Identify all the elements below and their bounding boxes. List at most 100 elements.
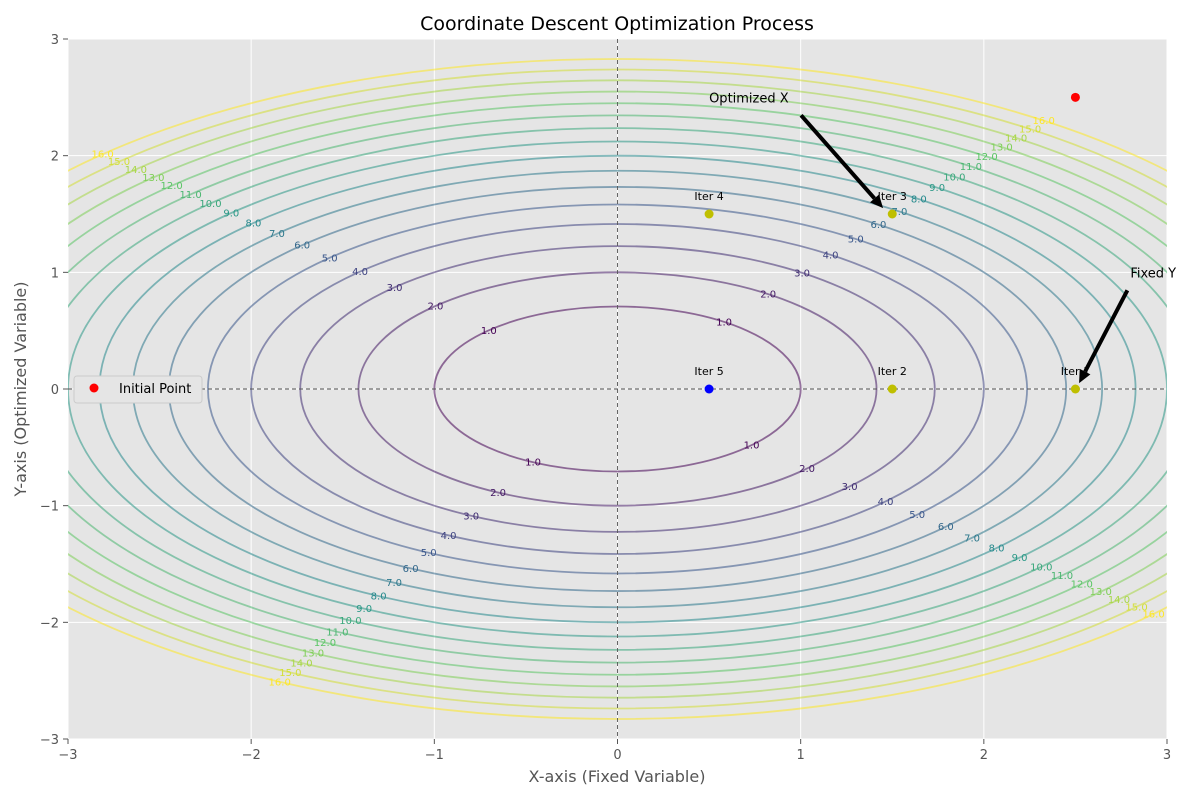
y-tick-label: 3 (51, 33, 59, 48)
contour-label: 4.0 (823, 250, 839, 261)
y-axis-label: Y-axis (Optimized Variable) (11, 281, 30, 497)
point-label: Iter 3 (878, 190, 907, 203)
point-label: Iter 5 (694, 365, 723, 378)
contour-label: 16.0 (1033, 116, 1055, 127)
contour-label: 13.0 (302, 648, 324, 659)
x-tick-label: 3 (1163, 748, 1171, 763)
contour-label: 5.0 (322, 253, 338, 264)
contour-label: 6.0 (294, 241, 310, 252)
contour-label: 2.0 (799, 464, 815, 475)
contour-label: 2.0 (490, 488, 506, 499)
contour-label: 13.0 (142, 173, 164, 184)
y-tick-label: 1 (51, 266, 59, 281)
contour-label: 8.0 (371, 592, 387, 603)
contour-labels: 1.0 1.0 1.0 1.0 2.0 2.0 2.0 2.0 3.0 3.0 3.0 3.0 4.0 4… (92, 116, 1165, 688)
chart-title: Coordinate Descent Optimization Process (420, 13, 814, 35)
contour-label: 5.0 (421, 548, 437, 559)
axis-ticks: −3 −2 −1 0 1 2 3 −3 −2 −1 0 1 2 3 (40, 33, 1171, 763)
annotation-text: Optimized X (709, 91, 789, 106)
annotation-arrowhead (1079, 368, 1091, 384)
point-label: Iter 2 (878, 365, 907, 378)
contour-label: 16.0 (1142, 609, 1164, 620)
x-tick-label: −1 (425, 748, 444, 763)
y-tick-label: 0 (51, 383, 59, 398)
contour-label: 14.0 (1108, 595, 1130, 606)
x-tick-label: 0 (613, 748, 621, 763)
contour-label: 7.0 (269, 229, 285, 240)
contour-label: 11.0 (326, 627, 348, 638)
contour-label: 11.0 (960, 162, 982, 173)
contour-label: 5.0 (909, 510, 925, 521)
data-points (704, 92, 1080, 394)
contour-label: 5.0 (848, 234, 864, 245)
contour-label: 1.0 (716, 317, 732, 328)
legend: Initial Point (73, 375, 203, 404)
contour-label: 8.0 (245, 218, 261, 229)
contour-label: 12.0 (160, 181, 182, 192)
contour-label: 16.0 (92, 150, 114, 161)
contour-label: 13.0 (991, 143, 1013, 154)
contour-label: 3.0 (794, 268, 810, 279)
legend-label: Initial Point (119, 382, 191, 397)
contour-label: 3.0 (387, 283, 403, 294)
data-point (1070, 384, 1080, 394)
contour-label: 12.0 (975, 152, 997, 163)
contour-label: 13.0 (1090, 587, 1112, 598)
contour-label: 9.0 (223, 208, 239, 219)
contour-label: 10.0 (1030, 562, 1052, 573)
contour-label: 11.0 (1051, 571, 1073, 582)
contour-label: 15.0 (1019, 125, 1041, 136)
data-point (1070, 92, 1080, 102)
contour-label: 6.0 (871, 220, 887, 231)
contour-label: 15.0 (1125, 602, 1147, 613)
contour-label: 6.0 (938, 522, 954, 533)
contour-label: 14.0 (1005, 133, 1027, 144)
contour-label: 11.0 (179, 190, 201, 201)
x-axis-label: X-axis (Fixed Variable) (529, 767, 706, 786)
x-tick-label: −3 (58, 748, 77, 763)
data-point (887, 384, 897, 394)
legend-marker (89, 383, 99, 393)
legend-box (73, 375, 203, 404)
contour-label: 9.0 (929, 183, 945, 194)
x-tick-label: −2 (242, 748, 261, 763)
contour-label: 2.0 (428, 301, 444, 312)
data-point (704, 384, 714, 394)
x-tick-label: 2 (980, 748, 988, 763)
reference-lines (68, 39, 1167, 739)
contour-label: 14.0 (290, 658, 312, 669)
contour-label: 4.0 (878, 497, 894, 508)
contour-label: 4.0 (441, 531, 457, 542)
contour-label: 9.0 (356, 604, 372, 615)
contour-label: 3.0 (463, 511, 479, 522)
contour-label: 1.0 (525, 458, 541, 469)
contour-label: 10.0 (339, 616, 361, 627)
y-tick-label: 2 (51, 150, 59, 165)
contour-label: 4.0 (352, 267, 368, 278)
y-tick-label: −3 (40, 733, 59, 748)
contour-label: 10.0 (943, 172, 965, 183)
annotation-arrow (1083, 289, 1130, 373)
point-label: Iter 4 (694, 190, 723, 203)
contour-label: 7.0 (891, 207, 907, 218)
annotation-text: Fixed Y (1130, 266, 1176, 281)
x-tick-label: 1 (797, 748, 805, 763)
contour-label: 12.0 (314, 638, 336, 649)
contour-label: 15.0 (279, 668, 301, 679)
annotation-arrowhead (869, 194, 884, 209)
data-point (704, 209, 714, 219)
contour-label: 12.0 (1071, 579, 1093, 590)
data-point (887, 209, 897, 219)
annotations: Optimized X Fixed Y (709, 91, 1176, 384)
contour-label: 3.0 (842, 482, 858, 493)
contour-label: 15.0 (108, 157, 130, 168)
contour-label: 8.0 (989, 544, 1005, 555)
contour-label: 7.0 (386, 578, 402, 589)
contour-label: 6.0 (403, 564, 419, 575)
contour-label: 1.0 (481, 326, 497, 337)
contour-label: 2.0 (760, 290, 776, 301)
contour-label: 14.0 (125, 165, 147, 176)
contour-label: 10.0 (199, 199, 221, 210)
